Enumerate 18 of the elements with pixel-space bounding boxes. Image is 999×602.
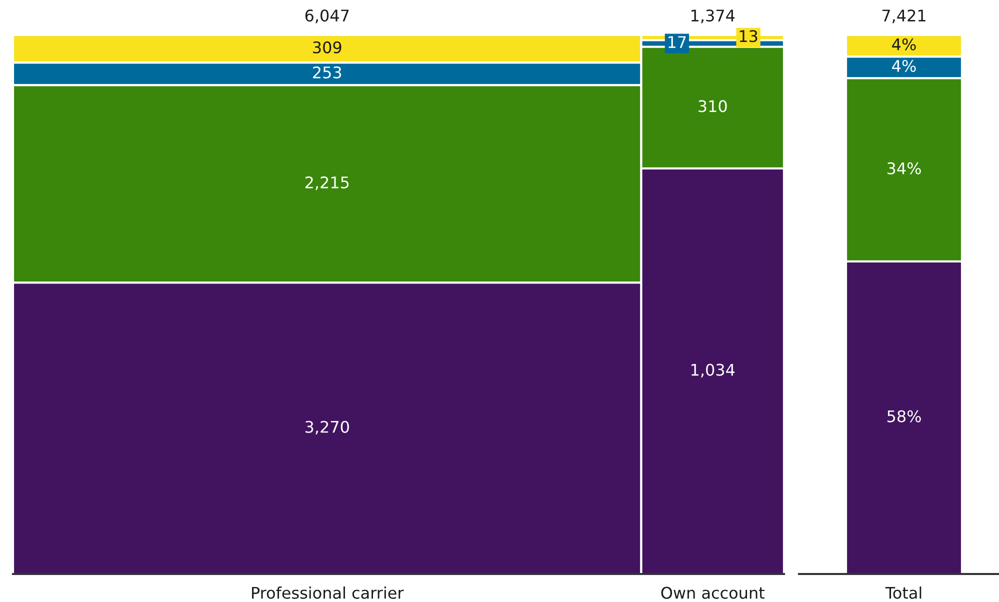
x-tick-label: Total <box>885 586 922 599</box>
data-label: 1,034 <box>692 364 735 378</box>
data-label: 2,215 <box>305 176 349 190</box>
annotation: 7,421 <box>882 9 926 24</box>
data-label: 13 <box>740 30 758 42</box>
data-label: 4% <box>892 60 916 72</box>
data-label: 3,270 <box>305 420 349 435</box>
data-label: 58% <box>887 410 921 422</box>
data-label: 17 <box>668 36 686 48</box>
data-label: 4% <box>892 38 916 50</box>
category-label: Own account <box>661 586 764 599</box>
data-label: 34% <box>887 162 921 174</box>
data-label: 310 <box>698 100 727 112</box>
category-label: Professional carrier <box>252 586 404 599</box>
data-label: 253 <box>313 66 342 78</box>
data-label: 309 <box>313 41 342 54</box>
text: 6,047 <box>305 9 349 24</box>
text: 1,374 <box>692 9 735 24</box>
